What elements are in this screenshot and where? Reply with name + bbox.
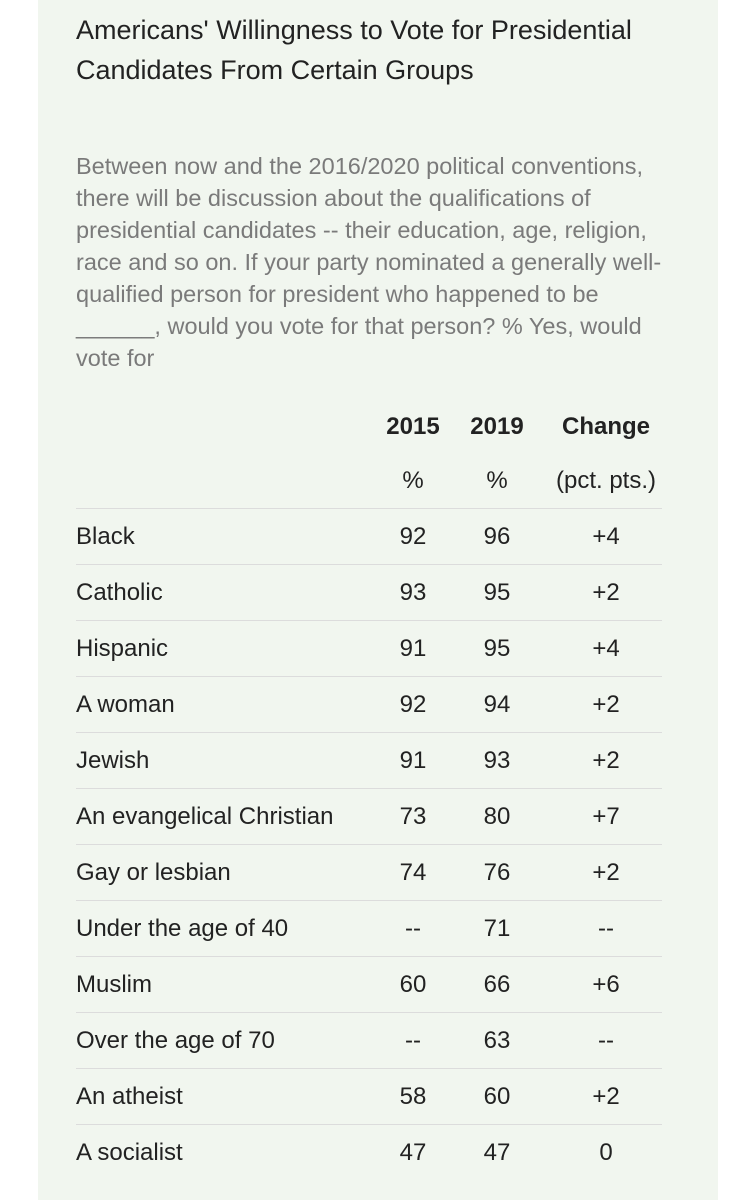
row-value-2015: -- xyxy=(405,1026,421,1054)
row-value-2019: 80 xyxy=(483,802,511,830)
row-group-label: An evangelical Christian xyxy=(76,802,334,830)
row-value-2019: 96 xyxy=(483,522,511,550)
row-value-2015: 91 xyxy=(399,634,427,662)
row-value-2015: 93 xyxy=(399,578,427,606)
chart-subtitle: Between now and the 2016/2020 political … xyxy=(76,153,662,371)
row-group-label: Catholic xyxy=(76,578,163,606)
unit-2015: % xyxy=(402,467,424,494)
units-row: % % (pct. pts.) xyxy=(76,454,662,509)
row-group-label: A woman xyxy=(76,690,175,718)
row-value-2015: 47 xyxy=(399,1138,427,1166)
table-row: A woman 92 94 +2 xyxy=(76,677,662,733)
header-row: 2015 2019 Change xyxy=(76,400,662,454)
row-value-2015: 60 xyxy=(399,970,427,998)
table-row: An atheist 58 60 +2 xyxy=(76,1069,662,1125)
row-change-value: +6 xyxy=(592,970,620,998)
row-group-label: Over the age of 70 xyxy=(76,1026,275,1054)
row-change-value: +2 xyxy=(592,858,620,886)
row-value-2015: 74 xyxy=(399,858,427,886)
row-change-value: +2 xyxy=(592,1082,620,1110)
chart-panel xyxy=(38,0,718,1200)
row-value-2019: 60 xyxy=(483,1082,511,1110)
table-body: Black 92 96 +4 Catholic 93 95 +2 Hispanic 91 95 +4 A… xyxy=(76,509,662,1180)
row-value-2019: 93 xyxy=(483,746,511,774)
row-change-value: +2 xyxy=(592,746,620,774)
row-value-2019: 95 xyxy=(483,634,511,662)
header-label-cell xyxy=(76,400,396,454)
chart-title: Americans' Willingness to Vote for Presi… xyxy=(76,15,632,85)
table-row: Hispanic 91 95 +4 xyxy=(76,621,662,677)
row-value-2019: 66 xyxy=(483,970,511,998)
table-row: Muslim 60 66 +6 xyxy=(76,957,662,1013)
row-group-label: Under the age of 40 xyxy=(76,914,289,942)
header-change: Change xyxy=(561,413,650,440)
row-change-value: +7 xyxy=(592,802,620,830)
row-value-2015: 73 xyxy=(399,802,427,830)
row-value-2015: 92 xyxy=(399,690,427,718)
table-row: A socialist 47 47 0 xyxy=(76,1125,662,1180)
header-2015: 2015 xyxy=(386,413,440,440)
row-value-2015: 91 xyxy=(399,746,427,774)
row-group-label: Hispanic xyxy=(76,634,169,662)
table-row: Jewish 91 93 +2 xyxy=(76,733,662,789)
table-row: Catholic 93 95 +2 xyxy=(76,565,662,621)
unit-change: (pct. pts.) xyxy=(555,467,657,494)
row-change-value: +2 xyxy=(592,690,620,718)
row-change-value: +2 xyxy=(592,578,620,606)
row-value-2019: 94 xyxy=(483,690,511,718)
units-label-cell xyxy=(76,454,396,508)
row-value-2015: 92 xyxy=(399,522,427,550)
row-group-label: Gay or lesbian xyxy=(76,858,231,886)
row-value-2019: 47 xyxy=(483,1138,511,1166)
row-group-label: Jewish xyxy=(76,746,150,774)
row-value-2019: 71 xyxy=(483,914,511,942)
header-2019: 2019 xyxy=(470,413,524,440)
row-change-value: -- xyxy=(598,1026,614,1054)
unit-2019: % xyxy=(486,467,508,494)
row-group-label: A socialist xyxy=(76,1138,183,1166)
row-group-label: Muslim xyxy=(76,970,152,998)
row-group-label: An atheist xyxy=(76,1082,183,1110)
table-row: Gay or lesbian 74 76 +2 xyxy=(76,845,662,901)
row-change-value: -- xyxy=(598,914,614,942)
row-value-2015: 58 xyxy=(399,1082,427,1110)
row-change-value: +4 xyxy=(592,634,620,662)
row-group-label: Black xyxy=(76,522,135,550)
row-value-2015: -- xyxy=(405,914,421,942)
row-value-2019: 63 xyxy=(483,1026,511,1054)
table-row: An evangelical Christian 73 80 +7 xyxy=(76,789,662,845)
row-value-2019: 95 xyxy=(483,578,511,606)
row-change-value: +4 xyxy=(592,522,620,550)
row-value-2019: 76 xyxy=(483,858,511,886)
results-table: 2015 2019 Change % % (pct. pts.) Black 92… xyxy=(76,400,662,1180)
table-row: Black 92 96 +4 xyxy=(76,509,662,565)
table-row: Over the age of 70 -- 63 -- xyxy=(76,1013,662,1069)
table-row: Under the age of 40 -- 71 -- xyxy=(76,901,662,957)
row-change-value: 0 xyxy=(599,1138,613,1166)
